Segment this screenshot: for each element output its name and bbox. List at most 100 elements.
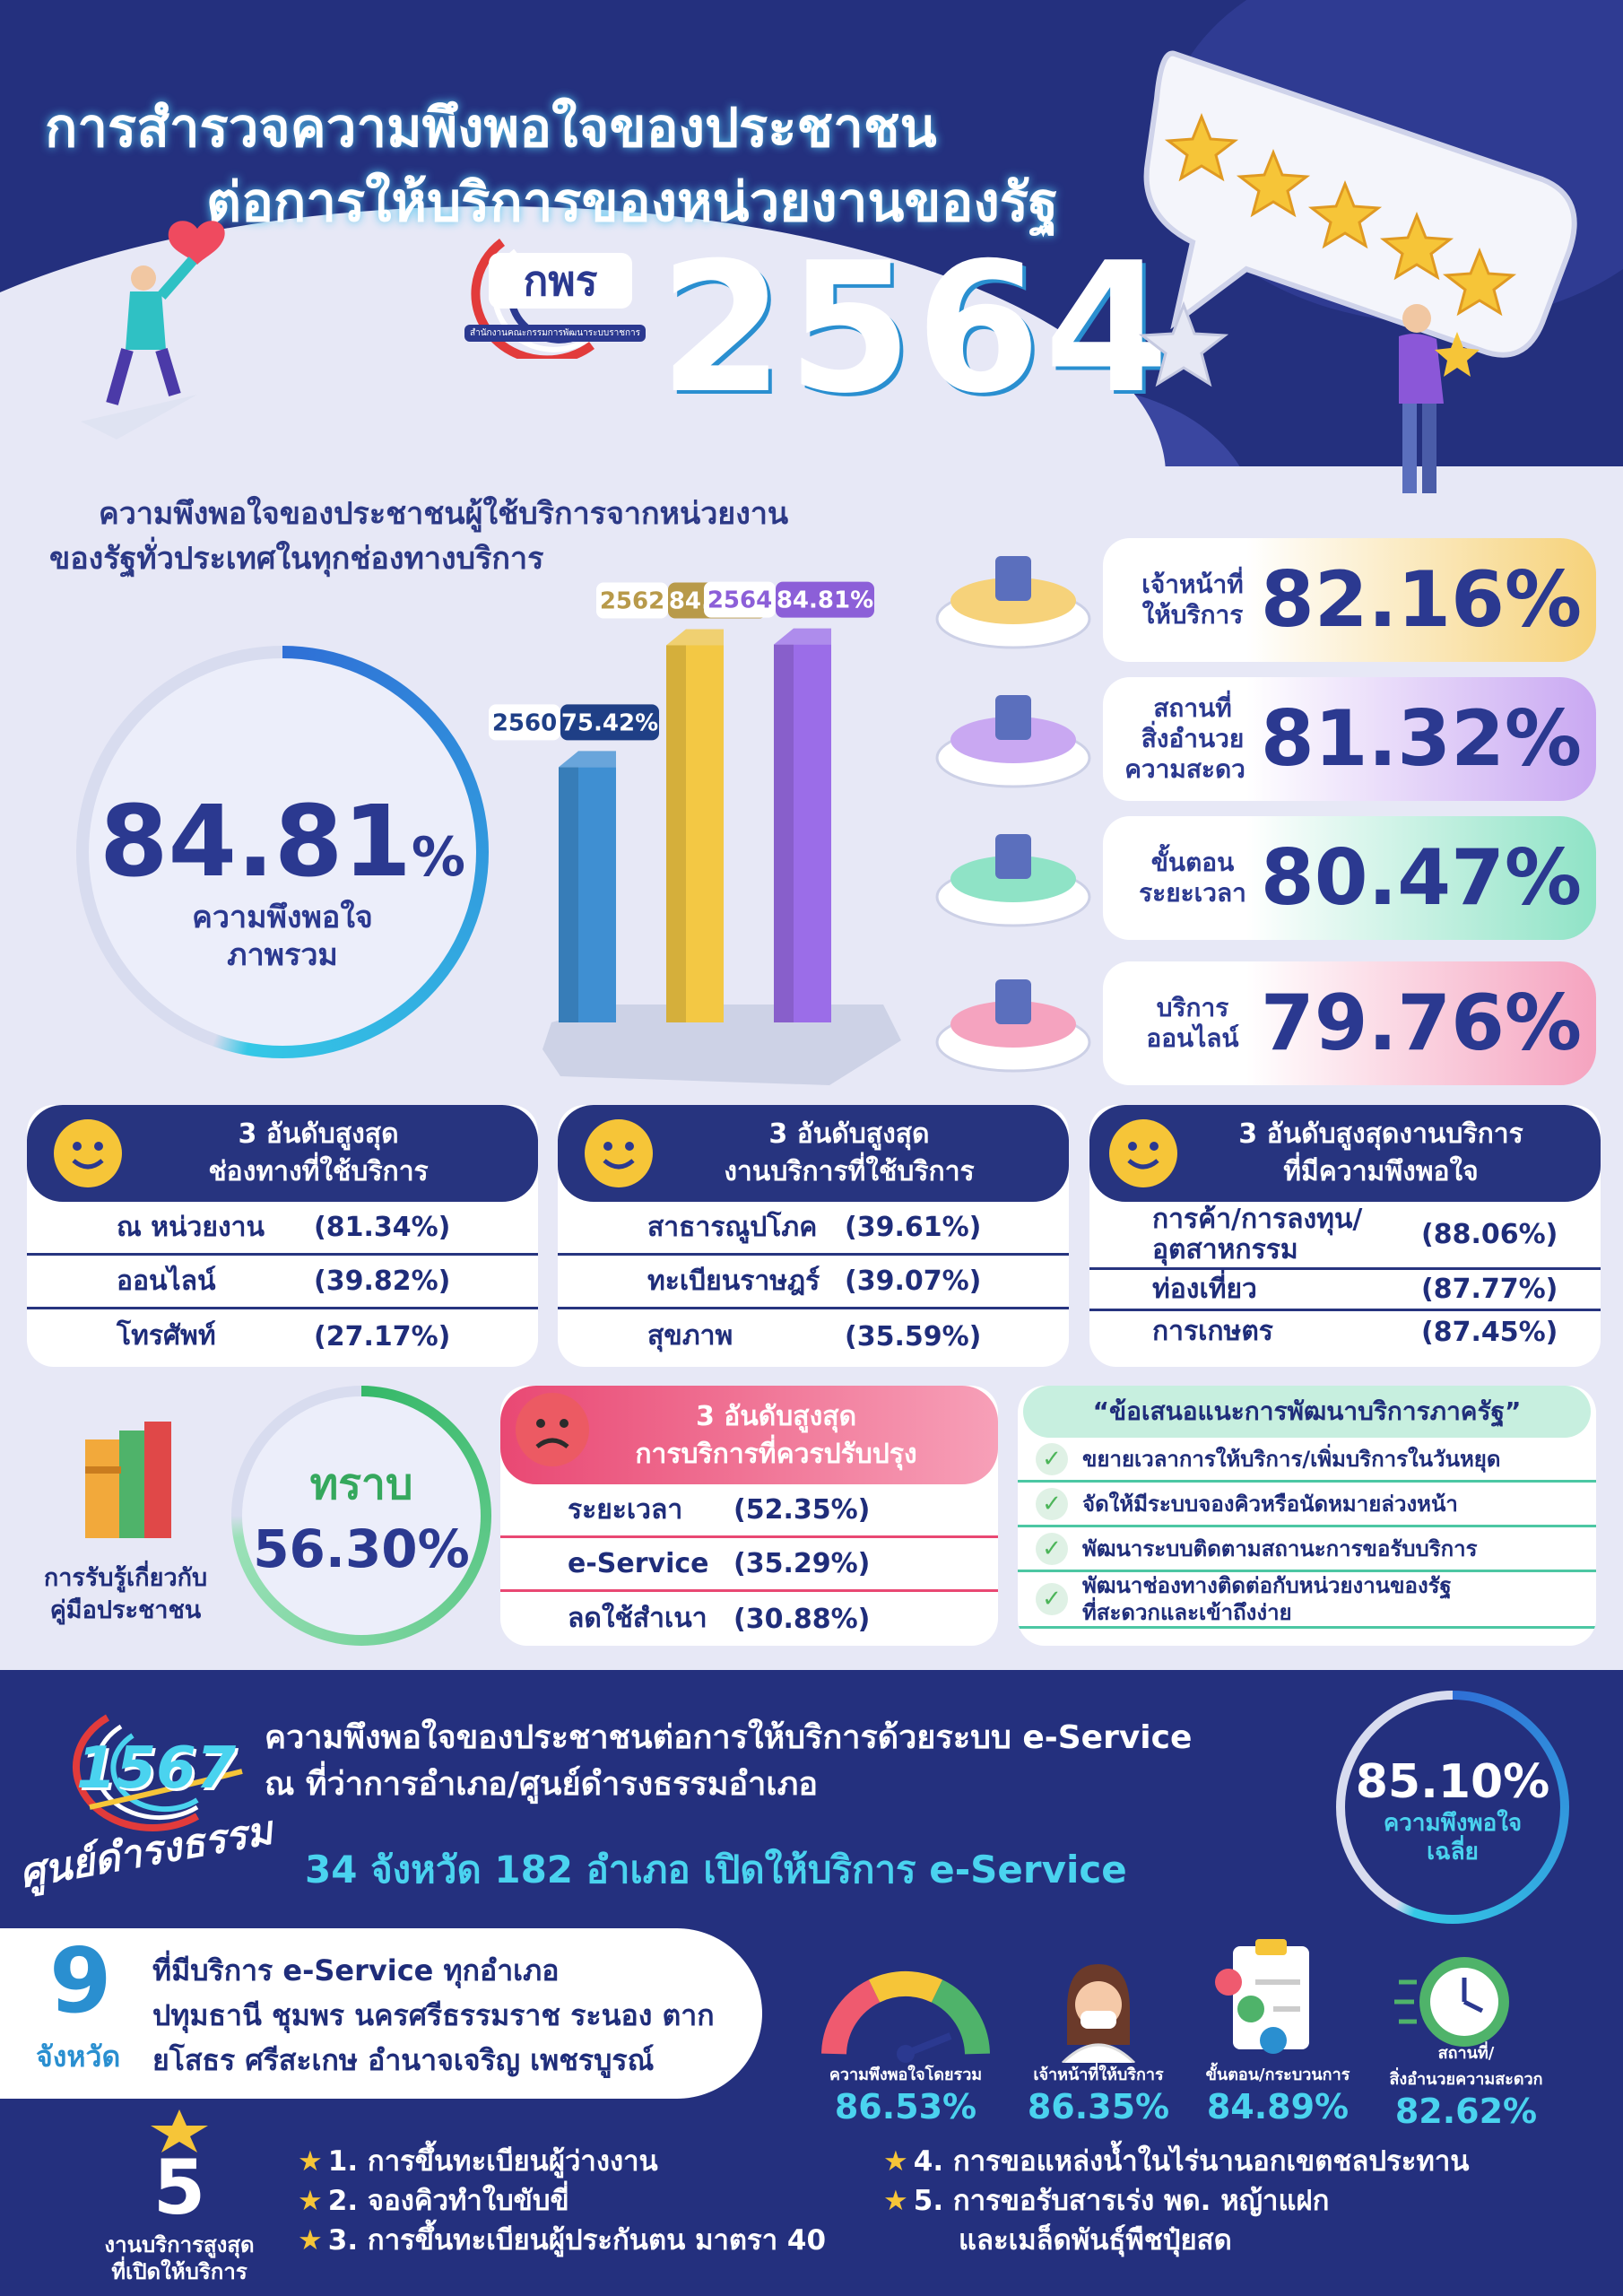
rank-name: ณ หน่วยงาน xyxy=(117,1211,265,1243)
rank-percent: (52.35%) xyxy=(733,1494,871,1526)
star-icon xyxy=(151,2109,208,2152)
eservice-average-label-line1: ความพึงพอใจ xyxy=(1383,1810,1523,1837)
overall-ring-inner: 84.81% ความพึงพอใจ ภาพรวม xyxy=(89,658,476,1046)
top-satisfaction-title-line1: 3 อันดับสูงสุดงานบริการ xyxy=(1238,1118,1523,1150)
rank-percent: (39.61%) xyxy=(845,1212,982,1243)
top-services-title-line1: 3 อันดับสูงสุด xyxy=(768,1118,930,1150)
bar-value-label: 75.42% xyxy=(561,709,658,736)
eservice-average-value: 85.10% xyxy=(1355,1755,1550,1809)
smile-icon xyxy=(585,1119,653,1187)
top-services-title: 3 อันดับสูงสุด งานบริการที่ใช้บริการ xyxy=(724,1116,974,1191)
stat-value: 82.62% xyxy=(1394,2092,1538,2131)
platform-icon xyxy=(935,695,1091,788)
bar-value-label: 84.81% xyxy=(777,587,873,614)
awareness-ring-value: 56.30% xyxy=(253,1518,470,1579)
top5-item: ★ 1. การขึ้นทะเบียนผู้ว่างงาน xyxy=(298,2142,826,2181)
rank-percent: (35.29%) xyxy=(733,1548,871,1579)
province-line2: ปทุมธานี ชุมพร นครศรีธรรมราช ระนอง ตาก xyxy=(152,1998,715,2032)
title-line2: ต่อการให้บริการของหน่วยงานของรัฐ xyxy=(206,171,1059,234)
stat-value: 86.53% xyxy=(834,2087,977,2126)
eservice-average-ring: 85.10% ความพึงพอใจ เฉลี่ย xyxy=(1336,1691,1569,1924)
stat-overall: ความพึงพอใจโดยรวม 86.53% xyxy=(803,2061,1009,2126)
suggestion-text: พัฒนาช่องทางติดต่อกับหน่วยงานของรัฐ ที่ส… xyxy=(1082,1573,1452,1625)
top5-label-line1: งานบริการสูงสุด xyxy=(104,2232,255,2257)
rank-row: ระยะเวลา (52.35%) xyxy=(500,1484,998,1538)
stat-facility: สถานที่/ สิ่งอำนวยความสะดวก 82.62% xyxy=(1358,2039,1574,2131)
bar xyxy=(666,645,724,1022)
suggestions-list: ✓ ขยายเวลาการให้บริการ/เพิ่มบริการในวันหย… xyxy=(1018,1438,1596,1629)
bar xyxy=(559,767,616,1022)
stat-value: 84.89% xyxy=(1206,2087,1350,2126)
category-card: เจ้าหน้าที่ ให้บริการ 82.16% xyxy=(933,538,1596,662)
rank-percent: (39.07%) xyxy=(845,1265,982,1297)
clock-icon xyxy=(1394,1957,1509,2047)
bar-value-tag-bg xyxy=(560,704,659,741)
star-icon: ★ xyxy=(298,2145,323,2178)
platform-icon xyxy=(935,556,1091,649)
category-card: บริการ ออนไลน์ 79.76% xyxy=(933,961,1596,1085)
rank-row: สาธารณูปโภค (39.61%) xyxy=(558,1202,1069,1256)
stat-label: เจ้าหน้าที่ให้บริการ xyxy=(1033,2066,1164,2084)
suggestion-item: ✓ จัดให้มีระบบจองคิวหรือนัดหมายล่วงหน้า xyxy=(1018,1483,1596,1527)
rank-name: ทะเบียนราษฎร์ xyxy=(647,1265,820,1297)
rank-name: โทรศัพท์ xyxy=(117,1320,216,1352)
check-icon: ✓ xyxy=(1036,1583,1068,1615)
suggestion-item: ✓ ขยายเวลาการให้บริการ/เพิ่มบริการในวันหย… xyxy=(1018,1438,1596,1483)
overall-label-line2: ภาพรวม xyxy=(227,937,338,973)
rank-row: ทะเบียนราษฎร์ (39.07%) xyxy=(558,1256,1069,1309)
top5-item-text: 2. จองคิวทำใบขับขี่ xyxy=(327,2185,569,2217)
rank-name: การเกษตร xyxy=(1152,1316,1273,1347)
awareness-ring: ทราบ 56.30% xyxy=(231,1386,491,1646)
rank-row: ณ หน่วยงาน (81.34%) xyxy=(27,1202,538,1256)
rank-percent: (39.82%) xyxy=(314,1265,451,1297)
top5-item: ★ 2. จองคิวทำใบขับขี่ xyxy=(298,2181,826,2221)
rank-row: ท่องเที่ยว (87.77%) xyxy=(1089,1270,1601,1311)
rank-percent: (35.59%) xyxy=(845,1320,982,1352)
rank-name: ระยะเวลา xyxy=(568,1493,683,1526)
top-services-list: สาธารณูปโภค (39.61%) ทะเบียนราษฎร์ (39.07%)… xyxy=(558,1202,1069,1363)
rank-name: สาธารณูปโภค xyxy=(647,1211,818,1243)
stat-label: ความพึงพอใจโดยรวม xyxy=(829,2066,983,2084)
eservice-title-line1: ความพึงพอใจของประชาชนต่อการให้บริการด้วย… xyxy=(265,1719,1193,1756)
province-unit: จังหวัด xyxy=(36,2039,121,2074)
eservice-headline: 34 จังหวัด 182 อำเภอ เปิดให้บริการ e-Ser… xyxy=(305,1848,1127,1892)
star-icon: ★ xyxy=(298,2224,323,2257)
title-line1: การสำรวจความพึงพอใจของประชาชน xyxy=(45,97,937,160)
stat-staff: เจ้าหน้าที่ให้บริการ 86.35% xyxy=(1004,2061,1193,2126)
bar-year-tag-bg xyxy=(596,582,668,619)
province-line3: ยโสธร ศรีสะเกษ อำนาจเจริญ เพชรบูรณ์ xyxy=(152,2043,655,2077)
bar-category-label: 2564 xyxy=(707,587,772,614)
awareness-label: การรับรู้เกี่ยวกับ คู่มือประชาชน xyxy=(27,1562,224,1627)
damrongdhama-1567-logo xyxy=(73,1714,243,1832)
survey-year: 2564 xyxy=(659,224,1173,433)
rank-name: สุขภาพ xyxy=(647,1320,733,1352)
rank-name: ลดใช้สำเนา xyxy=(568,1603,707,1634)
overall-satisfaction-ring: 84.81% ความพึงพอใจ ภาพรวม xyxy=(76,646,489,1058)
check-icon: ✓ xyxy=(1036,1442,1068,1475)
overview-heading-line2: ของรัฐทั่วประเทศในทุกช่องทางบริการ xyxy=(49,541,544,577)
bar-category-label: 2560 xyxy=(492,709,557,736)
eservice-title: ความพึงพอใจของประชาชนต่อการให้บริการด้วย… xyxy=(265,1715,1192,1808)
category-card: ขั้นตอน ระยะเวลา 80.47% xyxy=(933,816,1596,940)
rating-bubble-illustration xyxy=(1143,50,1577,358)
suggestion-text: พัฒนาระบบติดตามสถานะการขอรับบริการ xyxy=(1082,1535,1478,1561)
check-icon: ✓ xyxy=(1036,1487,1068,1520)
rank-percent: (81.34%) xyxy=(314,1212,451,1243)
logo-caption: สำนักงานคณะกรรมการพัฒนาระบบราชการ xyxy=(464,325,647,342)
bar-year-tag-bg xyxy=(704,581,776,618)
chart-base xyxy=(542,1004,901,1085)
top5-item: ★ 5. การขอรับสารเร่ง พด. หญ้าแฝก xyxy=(883,2181,1469,2221)
logo-1567-number: 1567 xyxy=(76,1735,237,1802)
platform-icon xyxy=(935,834,1091,927)
bar-cap xyxy=(666,629,724,646)
rank-name: ออนไลน์ xyxy=(117,1265,216,1297)
top-channels-title: 3 อันดับสูงสุด ช่องทางที่ใช้บริการ xyxy=(208,1116,428,1191)
awareness-label-line1: การรับรู้เกี่ยวกับ xyxy=(43,1564,208,1592)
rank-percent: (87.77%) xyxy=(1421,1274,1558,1305)
person-with-heart-illustration xyxy=(81,221,225,439)
overall-unit: % xyxy=(411,826,466,889)
top5-list-left: ★ 1. การขึ้นทะเบียนผู้ว่างงาน ★ 2. จองคิวท… xyxy=(298,2142,826,2260)
top-satisfaction-title-line2: ที่มีความพึงพอใจ xyxy=(1283,1156,1479,1187)
staff-icon xyxy=(1061,1964,1136,2063)
